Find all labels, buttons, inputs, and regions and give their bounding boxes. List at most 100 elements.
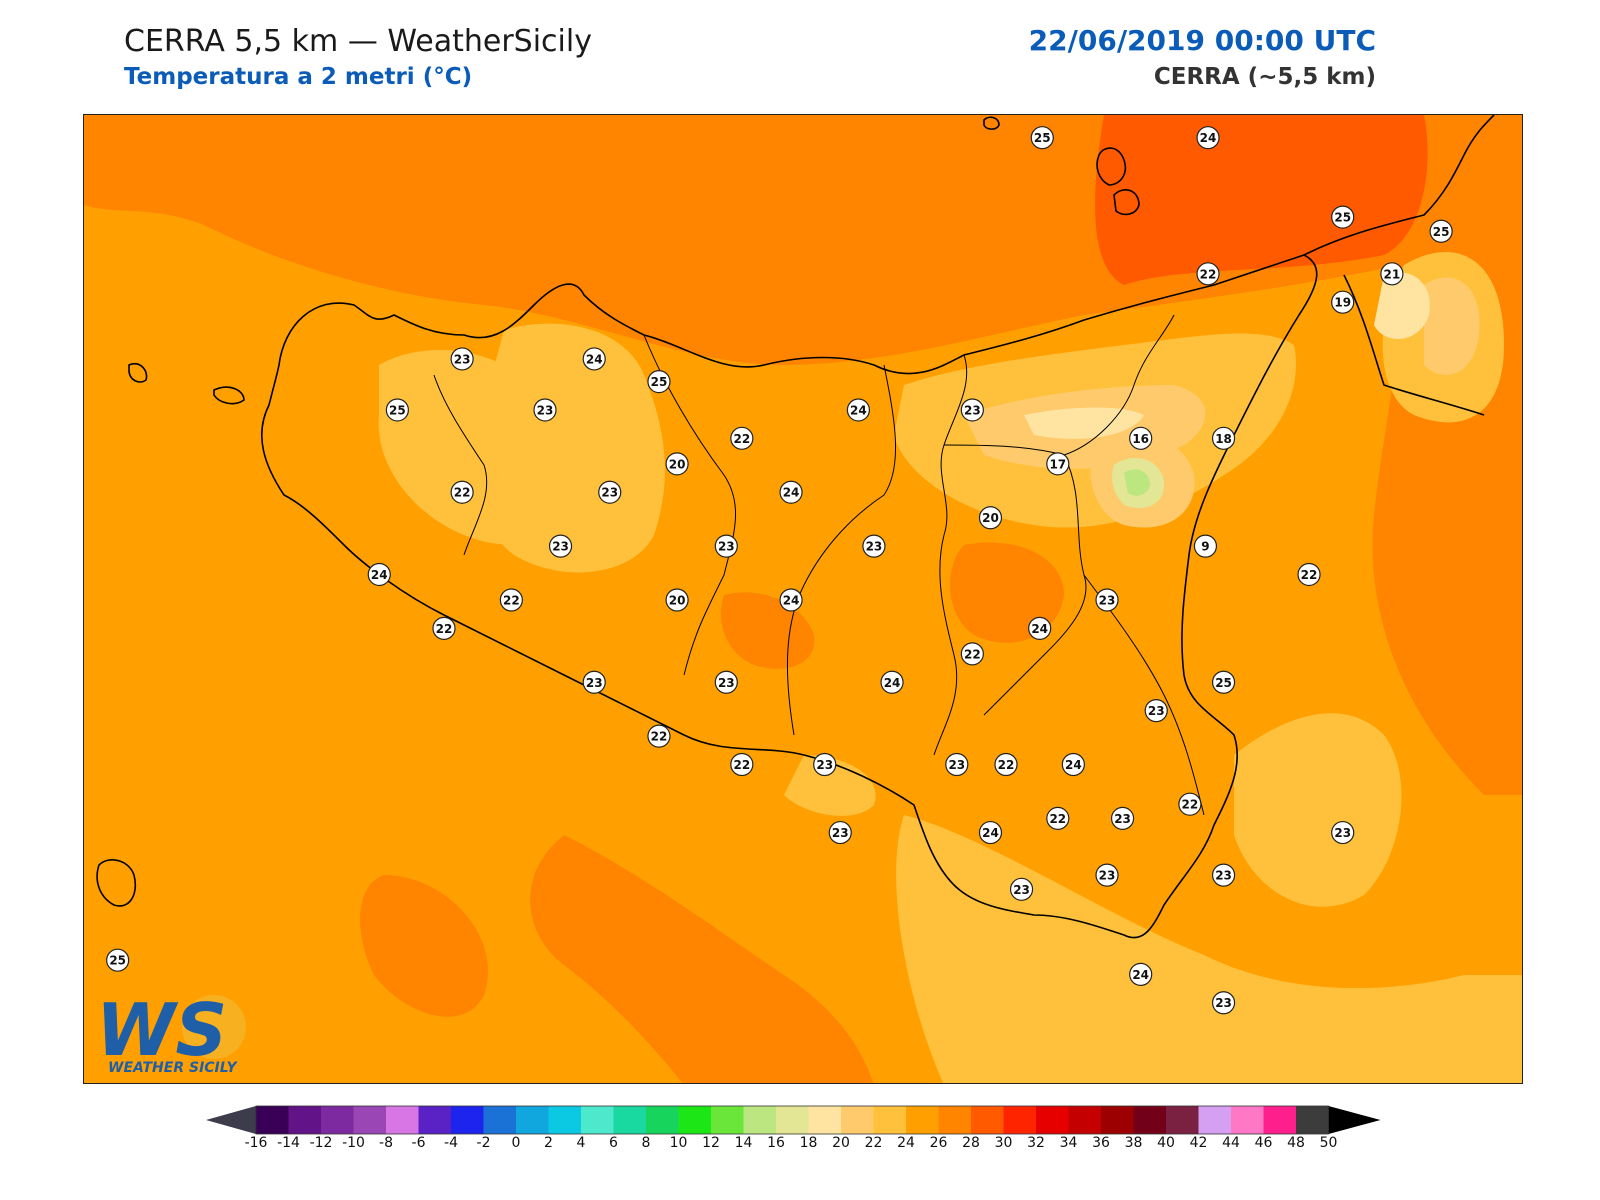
station-circle xyxy=(1331,205,1355,229)
colorbar-tick-label: -16 xyxy=(245,1135,268,1148)
colorbar-tick-label: 10 xyxy=(670,1135,688,1148)
colorbar-segment xyxy=(548,1106,582,1134)
station-marker: 25 xyxy=(106,948,130,972)
colorbar-segment xyxy=(678,1106,712,1134)
station-marker: 24 xyxy=(367,562,391,587)
station-circle xyxy=(978,506,1003,530)
station-marker: 22 xyxy=(499,588,523,612)
station-value: 20 xyxy=(669,594,686,608)
station-value: 19 xyxy=(1334,296,1351,310)
station-value: 23 xyxy=(948,758,965,772)
colorbar-segment xyxy=(971,1106,1004,1134)
colorbar-under-extend xyxy=(206,1106,256,1134)
station-circle xyxy=(1211,863,1236,887)
station-value: 22 xyxy=(1200,267,1217,281)
station-circle xyxy=(106,948,130,972)
station-marker: 24 xyxy=(779,480,803,504)
station-marker: 24 xyxy=(880,670,904,694)
station-marker: 23 xyxy=(1331,820,1355,845)
station-marker: 22 xyxy=(432,616,456,640)
colorbar-tick-label: 34 xyxy=(1060,1135,1078,1148)
station-value: 25 xyxy=(389,403,406,417)
station-marker: 24 xyxy=(1061,752,1085,777)
field-16-18-nebrodi xyxy=(1024,407,1144,439)
colorbar-tick-label: -6 xyxy=(412,1135,426,1148)
station-circle xyxy=(1193,534,1218,558)
colorbar-tick-label: -12 xyxy=(310,1135,333,1148)
station-marker: 9 xyxy=(1193,534,1218,558)
station-value: 24 xyxy=(884,676,901,690)
station-marker: 24 xyxy=(978,820,1003,845)
station-value: 24 xyxy=(1132,968,1149,982)
station-marker: 25 xyxy=(1429,219,1453,243)
station-marker: 23 xyxy=(533,398,557,422)
colorbar-tick-label: 38 xyxy=(1125,1135,1143,1148)
station-value: 25 xyxy=(1433,225,1450,239)
colorbar-tick-label: 30 xyxy=(995,1135,1013,1148)
colorbar-tick-label: 32 xyxy=(1027,1135,1045,1148)
station-circle xyxy=(1331,290,1355,314)
field-20-22-madonie xyxy=(474,323,665,573)
field-12-14-etna xyxy=(1124,469,1150,496)
colorbar-segment xyxy=(1068,1106,1102,1134)
station-value: 23 xyxy=(1013,883,1030,897)
station-circle xyxy=(1178,792,1202,816)
station-value: 23 xyxy=(454,352,471,366)
colorbar-segment xyxy=(1166,1106,1199,1134)
station-marker: 24 xyxy=(1129,962,1153,986)
colorbar-tick-label: 0 xyxy=(512,1135,521,1148)
station-value: 9 xyxy=(1201,540,1209,554)
colorbar-tick-label: 8 xyxy=(642,1135,651,1148)
lipari-island xyxy=(1096,147,1127,186)
field-20-22-southeast xyxy=(896,815,1522,1083)
colorbar-segment xyxy=(1003,1106,1037,1134)
station-marker: 24 xyxy=(582,347,606,371)
station-marker: 22 xyxy=(1297,562,1321,587)
logo-sun xyxy=(182,995,246,1059)
station-marker: 18 xyxy=(1211,426,1236,450)
colorbar-frame xyxy=(255,1105,1329,1135)
station-circle xyxy=(665,452,689,476)
station-value: 24 xyxy=(1200,131,1217,145)
station-value: 25 xyxy=(651,375,668,389)
border-caltanissetta-enna xyxy=(786,364,897,736)
temperature-map: 25 24 25 25 22 21 19 23 24 25 25 23 24 23 22 16 18 20 17 22… xyxy=(83,114,1523,1084)
station-circle xyxy=(1129,426,1153,450)
station-value: 23 xyxy=(552,540,569,554)
station-circle xyxy=(367,562,391,587)
station-circle xyxy=(779,480,803,504)
station-value: 20 xyxy=(669,457,686,471)
field-20-22-ionian xyxy=(1234,713,1402,907)
colorbar-tick-label: 28 xyxy=(962,1135,980,1148)
station-value: 22 xyxy=(1301,568,1318,582)
colorbar-tick-label: 24 xyxy=(897,1135,915,1148)
colorbar-tick-label: 44 xyxy=(1222,1135,1240,1148)
colorbar-tick-label: 14 xyxy=(735,1135,753,1148)
station-value: 23 xyxy=(964,403,981,417)
logo-letters: WS xyxy=(96,988,227,1072)
colorbar-segment xyxy=(288,1106,322,1134)
colorbar-tick-label: -2 xyxy=(477,1135,491,1148)
station-circle xyxy=(548,534,573,558)
province-borders xyxy=(433,314,1205,816)
station-circle xyxy=(1144,699,1168,723)
station-marker: 24 xyxy=(846,398,870,422)
station-marker: 16 xyxy=(1129,426,1153,450)
colorbar-segment xyxy=(776,1106,809,1134)
colorbar-segment xyxy=(581,1106,614,1134)
border-catania-ragusa xyxy=(983,454,1087,716)
station-value: 24 xyxy=(783,594,800,608)
colorbar: -16 -14 -12 -10 -8 -6 -4 -2 0 2 4 6 8 10 12 14 16 18 20 22 2… xyxy=(200,1104,1400,1152)
station-circle xyxy=(385,398,409,422)
station-circle xyxy=(730,426,754,450)
station-marker: 25 xyxy=(385,398,409,422)
station-value: 17 xyxy=(1049,457,1066,471)
field-16-18-calabria xyxy=(1374,272,1430,339)
station-circle xyxy=(1095,863,1119,887)
station-value: 22 xyxy=(436,622,453,636)
station-marker: 21 xyxy=(1380,262,1404,286)
station-marker: 24 xyxy=(1028,616,1052,640)
station-circle xyxy=(862,534,886,558)
colorbar-tick-label: -10 xyxy=(342,1135,365,1148)
station-marker: 23 xyxy=(548,534,573,558)
